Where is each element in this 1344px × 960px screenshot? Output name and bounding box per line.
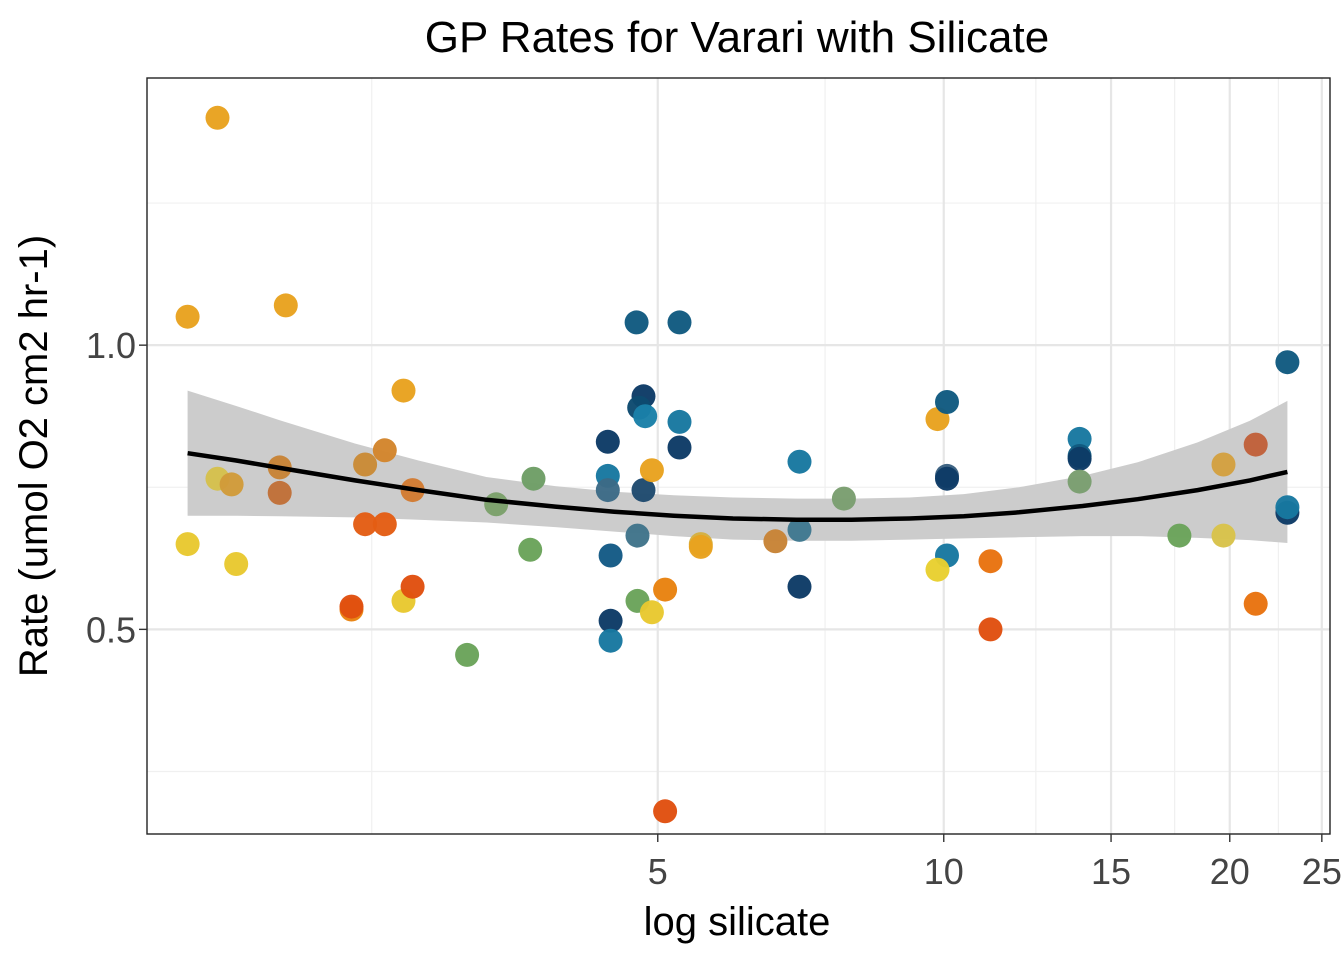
data-point-23: [595, 429, 620, 454]
data-point-18: [400, 574, 425, 599]
data-point-5: [219, 472, 244, 497]
data-point-58: [1067, 426, 1092, 451]
smooth-fit: [187, 450, 1288, 522]
data-point-8: [267, 480, 292, 505]
data-point-41: [667, 409, 692, 434]
data-point-32: [633, 404, 658, 429]
data-points: [175, 105, 1300, 824]
data-point-64: [1211, 523, 1236, 548]
data-point-25: [595, 478, 620, 503]
data-point-1: [175, 304, 200, 329]
data-point-46: [787, 449, 812, 474]
axis-ticks: 5 10 15 20 25 0.5 1.0: [86, 325, 1342, 892]
plot-panel-border: [146, 77, 1331, 835]
data-point-38: [653, 577, 678, 602]
data-point-51: [935, 390, 959, 414]
data-point-48: [787, 574, 812, 599]
data-point-45: [763, 529, 788, 554]
data-point-10: [372, 438, 397, 463]
data-point-6: [224, 552, 249, 576]
data-point-9: [353, 452, 378, 477]
data-point-39: [653, 799, 678, 824]
data-point-16: [339, 594, 364, 619]
data-point-20: [484, 492, 509, 517]
x-tick-label-1: 10: [924, 851, 964, 892]
data-point-56: [978, 549, 1003, 574]
data-point-11: [391, 378, 416, 403]
data-point-42: [667, 435, 692, 460]
x-tick-label-4: 25: [1302, 851, 1342, 892]
data-point-27: [598, 608, 623, 633]
y-axis-title: Rate (umol O2 cm2 hr-1): [12, 235, 56, 677]
data-point-14: [372, 512, 397, 537]
data-point-34: [625, 523, 650, 548]
data-point-49: [831, 486, 856, 511]
confidence-band: [187, 390, 1288, 543]
data-point-13: [353, 512, 378, 537]
data-point-63: [1211, 452, 1236, 477]
data-point-2: [273, 293, 298, 318]
data-point-37: [639, 600, 664, 625]
data-point-33: [631, 478, 656, 503]
data-point-4: [175, 532, 200, 557]
data-point-66: [1243, 591, 1268, 616]
data-point-55: [925, 557, 950, 582]
data-point-67: [1275, 350, 1300, 375]
data-point-28: [598, 628, 623, 653]
data-point-21: [521, 466, 546, 491]
data-point-36: [639, 458, 664, 483]
data-point-22: [518, 537, 543, 562]
data-point-19: [455, 642, 480, 667]
data-point-62: [1167, 523, 1192, 548]
chart-title: GP Rates for Varari with Silicate: [425, 13, 1049, 62]
data-point-60: [1067, 446, 1092, 471]
confidence-ribbon: [187, 390, 1288, 543]
data-point-40: [667, 310, 692, 335]
x-axis-title: log silicate: [644, 900, 831, 944]
data-point-44: [688, 534, 713, 559]
data-point-61: [1067, 469, 1092, 494]
y-tick-label-1: 1.0: [86, 325, 136, 366]
smooth-fit-line: [187, 450, 1288, 522]
x-tick-label-2: 15: [1091, 851, 1131, 892]
x-tick-label-3: 20: [1210, 851, 1250, 892]
data-point-0: [205, 105, 230, 130]
y-tick-label-0: 0.5: [86, 609, 136, 650]
data-point-26: [598, 543, 623, 568]
data-point-29: [624, 310, 649, 335]
data-point-69: [1275, 495, 1300, 520]
x-tick-label-0: 5: [648, 851, 668, 892]
data-point-47: [787, 517, 812, 542]
data-point-53: [935, 466, 959, 491]
data-point-65: [1243, 432, 1268, 457]
data-point-57: [978, 617, 1003, 642]
